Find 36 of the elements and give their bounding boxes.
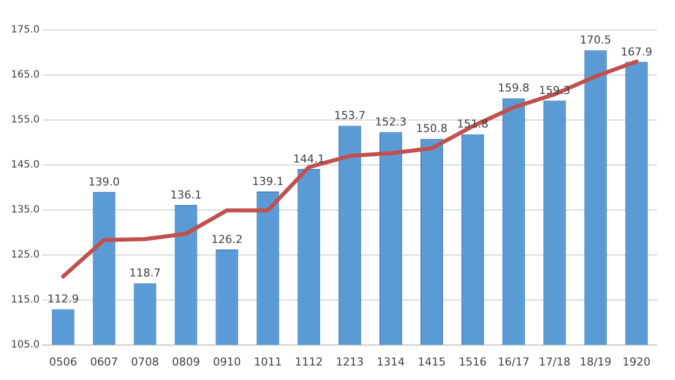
- x-tick-label: 18/19: [580, 355, 612, 368]
- x-tick-label: 0910: [212, 355, 241, 368]
- x-tick-label: 1516: [458, 355, 487, 368]
- data-label: 118.7: [129, 266, 161, 280]
- x-tick-label: 1314: [376, 355, 405, 368]
- data-label: 170.5: [580, 34, 612, 47]
- data-label: 167.9: [620, 45, 652, 58]
- x-tick-label: 0809: [172, 355, 200, 368]
- data-label: 153.7: [334, 109, 366, 122]
- y-tick-label: 125.0: [10, 249, 40, 260]
- data-label: 139.0: [88, 175, 120, 188]
- x-tick-label: 1920: [622, 355, 651, 368]
- data-label: 150.8: [416, 122, 448, 136]
- data-label: 159.8: [498, 82, 530, 95]
- data-label: 112.9: [47, 292, 79, 306]
- x-tick-label: 0506: [49, 355, 78, 368]
- y-tick-label: 165.0: [10, 70, 40, 81]
- data-label: 126.2: [211, 232, 243, 246]
- data-label: 136.1: [170, 188, 202, 202]
- data-label: 152.3: [375, 115, 407, 128]
- x-tick-label: 1112: [294, 355, 323, 368]
- y-tick-label: 175.0: [10, 24, 40, 36]
- y-tick-label: 115.0: [10, 294, 40, 306]
- x-tick-label: 1415: [418, 355, 446, 368]
- y-tick-label: 155.0: [10, 114, 40, 126]
- x-tick-label: 17/18: [538, 355, 570, 368]
- y-tick-label: 135.0: [10, 204, 40, 216]
- x-tick-label: 0708: [131, 355, 160, 368]
- x-tick-label: 1213: [336, 355, 364, 368]
- y-tick-label: 145.0: [10, 160, 40, 171]
- data-label: 144.1: [293, 152, 325, 166]
- x-tick-label: 1011: [254, 355, 282, 368]
- y-tick-label: 105.0: [10, 339, 40, 350]
- x-tick-label: 16/17: [498, 355, 530, 368]
- data-label: 139.1: [252, 174, 284, 188]
- x-tick-label: 0607: [90, 355, 118, 368]
